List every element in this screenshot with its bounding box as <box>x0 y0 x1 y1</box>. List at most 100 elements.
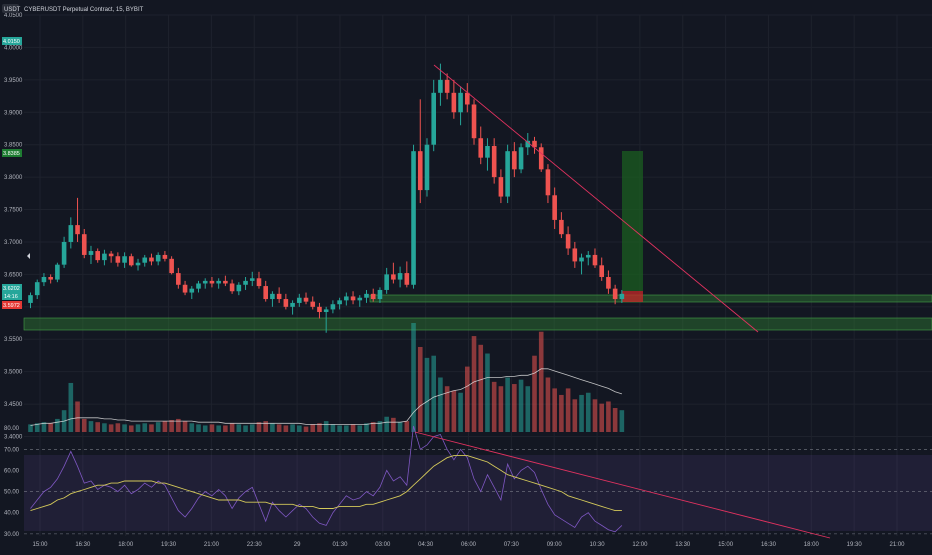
candle-body <box>337 300 342 305</box>
indicator-lines <box>24 64 932 539</box>
volume-bar <box>391 417 396 432</box>
volume-bar <box>431 355 436 432</box>
stop-loss-zone <box>622 291 643 302</box>
candle-body <box>155 254 161 262</box>
candle-body <box>411 151 416 285</box>
candle-body <box>75 225 80 235</box>
candle-body <box>88 251 94 255</box>
candle-body <box>202 280 208 284</box>
candle-body <box>48 276 53 280</box>
time-axis-label: 03:00 <box>375 542 391 548</box>
support-zone-lower <box>23 317 932 331</box>
candle-body <box>129 256 134 266</box>
volume-bar <box>505 377 510 432</box>
volume-bar <box>108 424 114 432</box>
rsi-line <box>30 425 623 533</box>
time-axis-label: 10:30 <box>590 542 606 548</box>
candle-body <box>364 293 369 298</box>
volume-bar <box>485 353 490 432</box>
candle-body <box>552 195 557 220</box>
rsi-band <box>24 455 932 531</box>
volume-bar <box>572 399 578 432</box>
volume-bar <box>236 424 242 432</box>
candle-body <box>619 293 625 300</box>
candle-body <box>216 280 221 284</box>
volume-bar <box>451 390 457 432</box>
volume-bars <box>28 323 625 432</box>
volume-bar <box>102 423 107 432</box>
candle-body <box>310 301 316 307</box>
volume-bar <box>162 421 168 432</box>
volume-bar <box>350 424 356 432</box>
candle-body <box>142 257 148 263</box>
volume-bar <box>95 422 100 432</box>
candle-body <box>81 234 87 255</box>
volume-bar <box>606 401 611 432</box>
chart-title: CYBERUSDT Perpetual Contract, 15, BYBIT <box>24 7 144 13</box>
candle-body <box>162 254 168 259</box>
symbol-badge[interactable]: USDT <box>4 7 21 13</box>
candle-body <box>61 241 67 265</box>
candle-body <box>122 256 127 263</box>
volume-bar <box>377 421 383 432</box>
candle-body <box>95 251 100 261</box>
volume-bar <box>290 424 295 432</box>
price-axis-label: 3.4500 <box>4 402 23 408</box>
volume-bar <box>384 416 389 432</box>
volume-bar <box>411 323 416 432</box>
volume-bar <box>512 384 517 432</box>
target-price-badge-bg <box>2 149 22 157</box>
candle-body <box>297 297 302 303</box>
support-zones <box>23 151 932 331</box>
volume-bar <box>202 425 208 432</box>
price-axis-label: 3.7500 <box>4 208 23 214</box>
rsi-ma-line <box>30 455 622 512</box>
time-axis-label: 09:00 <box>547 542 563 548</box>
volume-bar <box>176 418 181 432</box>
volume-bar <box>182 421 188 432</box>
volume-bar <box>491 381 497 432</box>
candle-body <box>498 177 504 197</box>
candle-body <box>283 299 289 307</box>
candle-body <box>344 296 349 301</box>
volume-bar <box>135 424 141 432</box>
countdown-badge: 14:16 <box>4 294 18 300</box>
current-price-badge: 3.6202 <box>3 286 20 292</box>
candle-body <box>545 169 551 196</box>
stop-price-badge-bg <box>2 301 22 309</box>
candle-body <box>572 248 578 262</box>
rsi-axis-label: 60.00 <box>4 468 20 474</box>
volume-bar <box>189 423 195 432</box>
volume-bar <box>196 424 201 432</box>
volume-bar <box>28 424 33 432</box>
candle-body <box>41 276 47 283</box>
candle-body <box>350 296 356 301</box>
candle-body <box>303 297 309 302</box>
price-axis-label: 3.9500 <box>4 78 23 84</box>
candle-body <box>612 288 618 300</box>
current-price-badge-bg <box>2 284 22 300</box>
volume-bar <box>330 424 336 432</box>
volume-bar <box>559 394 564 432</box>
candle-body <box>579 257 584 262</box>
candle-body <box>263 286 268 300</box>
collapse-arrow-icon[interactable] <box>27 253 30 259</box>
time-axis-label: 01:30 <box>332 542 348 548</box>
volume-bar <box>579 394 584 432</box>
volume-bar <box>243 425 248 432</box>
price-axis-label: 4.0000 <box>4 45 23 51</box>
volume-bar <box>81 418 87 432</box>
volume-bar <box>229 423 235 432</box>
candle-body <box>330 304 336 310</box>
candle-body <box>357 297 363 301</box>
candle-body <box>108 253 114 257</box>
candle-body <box>512 151 517 170</box>
candle-body <box>458 92 463 113</box>
volume-bar <box>323 421 329 432</box>
candle-body <box>585 254 591 258</box>
volume-bar <box>68 382 74 432</box>
volume-bar <box>357 425 363 432</box>
volume-bar <box>532 355 537 432</box>
